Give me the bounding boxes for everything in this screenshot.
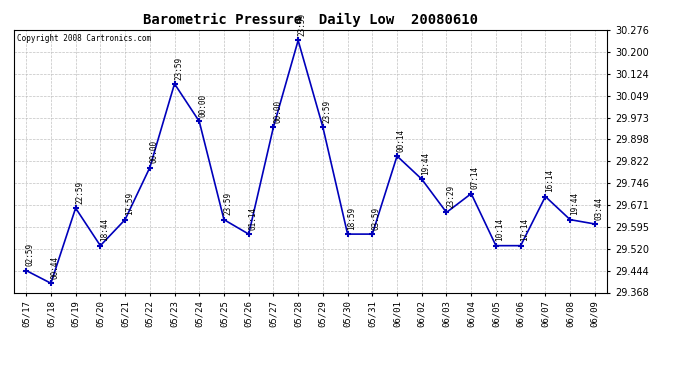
Title: Barometric Pressure  Daily Low  20080610: Barometric Pressure Daily Low 20080610: [143, 13, 478, 27]
Text: 03:59: 03:59: [372, 207, 381, 230]
Text: 22:59: 22:59: [75, 181, 84, 204]
Text: 23:29: 23:29: [446, 185, 455, 208]
Text: 00:14: 00:14: [397, 129, 406, 152]
Text: 02:59: 02:59: [26, 243, 34, 266]
Text: 07:14: 07:14: [471, 166, 480, 189]
Text: 00:00: 00:00: [150, 140, 159, 164]
Text: 00:44: 00:44: [50, 256, 59, 279]
Text: 00:00: 00:00: [273, 100, 282, 123]
Text: 23:59: 23:59: [322, 100, 331, 123]
Text: 03:44: 03:44: [595, 197, 604, 220]
Text: 17:59: 17:59: [125, 192, 134, 216]
Text: 23:59: 23:59: [224, 192, 233, 216]
Text: 18:59: 18:59: [347, 207, 356, 230]
Text: 17:14: 17:14: [520, 218, 529, 242]
Text: 16:14: 16:14: [545, 169, 554, 192]
Text: Copyright 2008 Cartronics.com: Copyright 2008 Cartronics.com: [17, 34, 151, 43]
Text: 00:00: 00:00: [199, 94, 208, 117]
Text: 19:44: 19:44: [422, 152, 431, 175]
Text: 19:44: 19:44: [570, 192, 579, 216]
Text: 10:14: 10:14: [495, 218, 504, 242]
Text: 18:44: 18:44: [100, 218, 109, 242]
Text: 23:59: 23:59: [298, 13, 307, 36]
Text: 01:14: 01:14: [248, 207, 257, 230]
Text: 23:59: 23:59: [174, 57, 183, 80]
